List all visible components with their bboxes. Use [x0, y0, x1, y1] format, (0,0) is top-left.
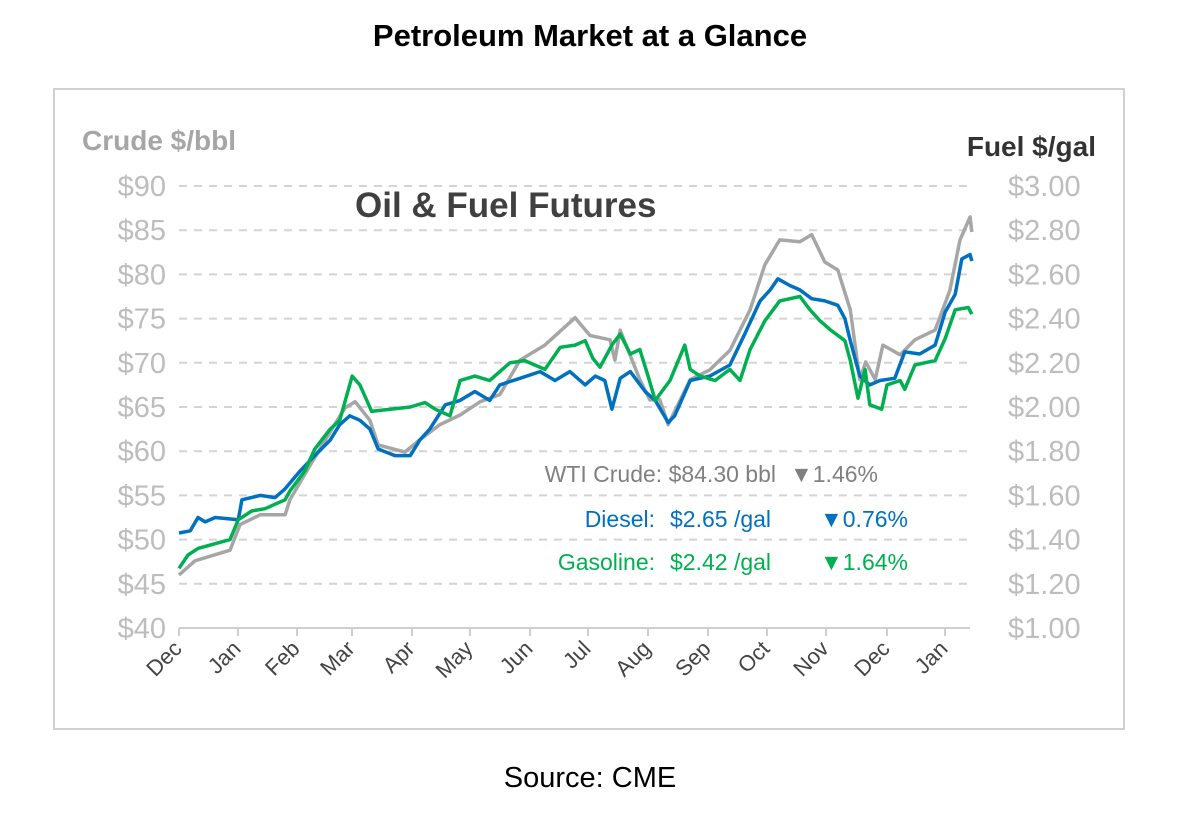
right-tick-label: $1.40 — [1008, 525, 1081, 557]
right-tick-label: $2.80 — [1008, 215, 1081, 247]
series-line-diesel — [178, 252, 974, 535]
x-tick-label: Jan — [910, 636, 953, 679]
left-tick-label: $70 — [118, 348, 166, 380]
left-tick-label: $85 — [118, 215, 166, 247]
x-tick-label: Jan — [203, 636, 246, 679]
right-axis-ticks: $1.00 $1.20 $1.40 $1.60 $1.80 $2.00 $2.20 $2.40… — [1008, 171, 1081, 645]
x-tick-label: Oct — [733, 636, 775, 678]
legend-gasoline-label: Gasoline: — [558, 549, 655, 575]
left-tick-label: $60 — [118, 436, 166, 468]
chart-frame — [53, 88, 1125, 730]
legend-gasoline: Gasoline: $2.42 /gal ▼1.64% — [558, 549, 908, 575]
left-tick-label: $75 — [118, 304, 166, 336]
legend-diesel: Diesel: $2.65 /gal ▼0.76% — [585, 506, 908, 532]
x-tick-label: Dec — [849, 636, 894, 681]
x-tick-label: Jun — [495, 636, 538, 679]
right-tick-label: $1.60 — [1008, 480, 1081, 512]
x-tick-label: Aug — [610, 636, 655, 681]
source-note: Source: CME — [503, 762, 677, 794]
right-axis-label: Fuel $/gal — [967, 131, 1096, 162]
left-axis-label: Crude $/bbl — [82, 125, 236, 156]
right-tick-label: $2.20 — [1008, 348, 1081, 380]
left-tick-label: $65 — [118, 392, 166, 424]
right-tick-label: $2.60 — [1008, 259, 1081, 291]
legend-gasoline-change: ▼1.64% — [820, 549, 908, 575]
down-arrow-icon: ▼ — [790, 461, 813, 487]
x-axis: Dec Jan Feb Mar Apr May Jun Jul Aug Sep Oct Nov Dec J… — [141, 627, 970, 683]
down-arrow-icon: ▼ — [820, 549, 843, 575]
legend-crude-change: ▼1.46% — [790, 461, 878, 487]
right-tick-label: $3.00 — [1008, 171, 1081, 203]
x-tick-label: May — [430, 636, 477, 683]
page-title: Petroleum Market at a Glance — [372, 18, 808, 53]
legend-gasoline-price: $2.42 /gal — [670, 549, 771, 575]
legend-crude: WTI Crude: $84.30 bbl ▼1.46% — [545, 461, 878, 487]
chart-title: Oil & Fuel Futures — [355, 186, 656, 225]
x-tick-label: Nov — [788, 636, 833, 681]
right-tick-label: $1.20 — [1008, 569, 1081, 601]
x-tick-label: Apr — [378, 636, 420, 678]
x-tick-label: Sep — [670, 636, 715, 681]
series-line-gasoline — [177, 294, 974, 570]
left-tick-label: $40 — [118, 613, 166, 645]
x-tick-label: Mar — [315, 636, 359, 680]
down-arrow-icon: ▼ — [820, 506, 843, 532]
left-tick-label: $55 — [118, 480, 166, 512]
left-tick-label: $90 — [118, 171, 166, 203]
left-tick-label: $45 — [118, 569, 166, 601]
left-axis-ticks: $40 $45 $50 $55 $60 $65 $70 $75 $80 $85 $90 — [118, 171, 166, 645]
left-tick-label: $80 — [118, 259, 166, 291]
left-tick-label: $50 — [118, 525, 166, 557]
legend-crude-label-price: WTI Crude: $84.30 bbl — [545, 461, 776, 487]
right-tick-label: $2.40 — [1008, 304, 1081, 336]
right-tick-label: $1.80 — [1008, 436, 1081, 468]
x-tick-label: Jul — [558, 636, 596, 674]
legend-diesel-price: $2.65 /gal — [670, 506, 771, 532]
right-tick-label: $1.00 — [1008, 613, 1081, 645]
right-tick-label: $2.00 — [1008, 392, 1081, 424]
legend-diesel-label: Diesel: — [585, 506, 655, 532]
series-lines — [177, 215, 974, 577]
x-tick-label: Feb — [260, 636, 304, 680]
legend-diesel-change: ▼0.76% — [820, 506, 908, 532]
